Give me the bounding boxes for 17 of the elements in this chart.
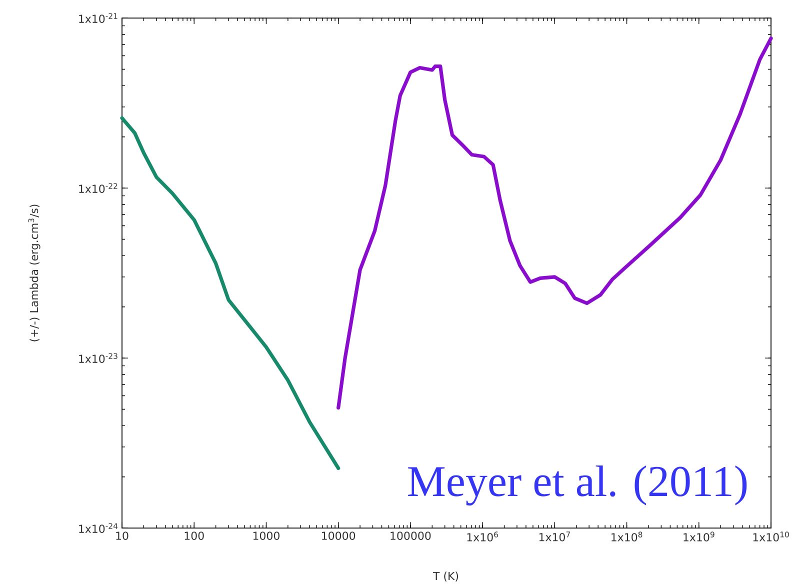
- x-tick-label: 10000: [322, 532, 356, 540]
- x-tick-label: 1x10$^{6}$: [467, 532, 498, 542]
- x-tick-label: 100: [184, 532, 204, 540]
- x-tick-label: 1000: [253, 532, 280, 540]
- x-tick-label: 100000: [390, 532, 431, 540]
- x-tick-label: 10: [116, 532, 128, 540]
- x-axis-title: T (K): [432, 572, 458, 582]
- x-tick-label: 1x10$^{9}$: [684, 532, 714, 542]
- y-axis-title: (+/-) Lambda (erg.cm$^{3}$/s): [28, 204, 40, 342]
- annotation: Meyer et al. (2011): [408, 465, 747, 506]
- y-tick-label: 1x10$^{-21}$: [79, 13, 118, 23]
- y-tick-label: 1x10$^{-24}$: [79, 523, 118, 533]
- x-tick-label: 1x10$^{7}$: [539, 532, 570, 542]
- y-tick-label: 1x10$^{-22}$: [79, 183, 118, 193]
- y-tick-label: 1x10$^{-23}$: [79, 353, 118, 363]
- x-tick-label: 1x10$^{10}$: [753, 532, 789, 542]
- x-tick-label: 1x10$^{8}$: [612, 532, 642, 542]
